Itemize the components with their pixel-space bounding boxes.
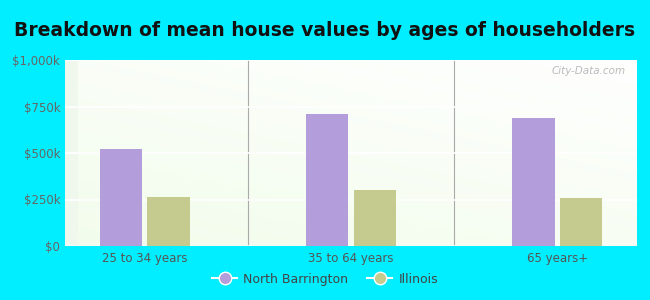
Bar <box>354 190 396 246</box>
Bar <box>306 114 348 246</box>
Bar <box>560 198 603 246</box>
Text: Breakdown of mean house values by ages of householders: Breakdown of mean house values by ages o… <box>14 21 636 40</box>
Text: City-Data.com: City-Data.com <box>551 66 625 76</box>
Legend: North Barrington, Illinois: North Barrington, Illinois <box>207 268 443 291</box>
Bar <box>148 197 190 246</box>
Bar <box>512 118 554 246</box>
Bar <box>99 149 142 246</box>
